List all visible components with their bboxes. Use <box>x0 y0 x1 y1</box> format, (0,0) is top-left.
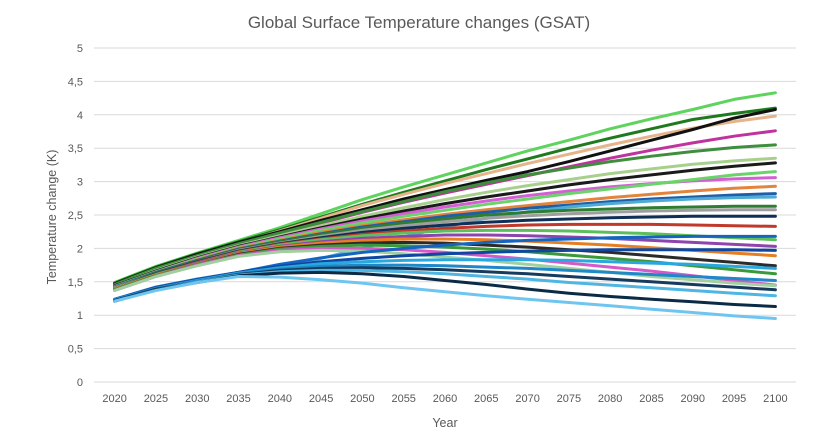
y-tick-label: 5 <box>77 43 83 55</box>
x-tick-label: 2045 <box>309 393 333 405</box>
x-tick-label: 2040 <box>268 393 292 405</box>
y-tick-label: 0,5 <box>68 344 83 356</box>
y-axis-label: Temperature change (K) <box>45 150 59 285</box>
x-tick-label: 2090 <box>681 393 705 405</box>
series-line-6 <box>113 143 777 286</box>
y-tick-label: 1 <box>77 310 83 322</box>
x-tick-label: 2030 <box>185 393 209 405</box>
series-line-24 <box>113 248 777 292</box>
x-tick-label: 2025 <box>144 393 168 405</box>
x-tick-label: 2080 <box>598 393 622 405</box>
x-tick-label: 2050 <box>350 393 374 405</box>
x-tick-label: 2060 <box>433 393 457 405</box>
x-tick-label: 2085 <box>639 393 663 405</box>
y-tick-label: 4 <box>77 110 83 122</box>
chart-title: Global Surface Temperature changes (GSAT… <box>248 13 590 32</box>
series-lines <box>113 91 777 320</box>
series-line-32 <box>113 275 777 320</box>
y-tick-label: 0 <box>77 377 83 389</box>
y-tick-label: 2,5 <box>68 210 83 222</box>
x-tick-label: 2095 <box>722 393 746 405</box>
x-axis-label: Year <box>432 416 457 430</box>
y-tick-label: 3,5 <box>68 143 83 155</box>
y-axis-ticks: 0 0,5 1 1,5 2 2,5 3 3,5 4 4,5 5 <box>68 43 83 389</box>
y-tick-label: 4,5 <box>68 76 83 88</box>
x-tick-label: 2070 <box>515 393 539 405</box>
x-tick-label: 2100 <box>763 393 787 405</box>
y-tick-label: 2 <box>77 243 83 255</box>
x-tick-label: 2035 <box>226 393 250 405</box>
x-tick-label: 2055 <box>391 393 415 405</box>
y-tick-label: 1,5 <box>68 277 83 289</box>
y-tick-label: 3 <box>77 177 83 189</box>
x-axis-ticks: 2020 2025 2030 2035 2040 2045 2050 2055 2060 2065… <box>102 393 787 405</box>
x-tick-label: 2020 <box>102 393 126 405</box>
x-tick-label: 2065 <box>474 393 498 405</box>
x-tick-label: 2075 <box>557 393 581 405</box>
